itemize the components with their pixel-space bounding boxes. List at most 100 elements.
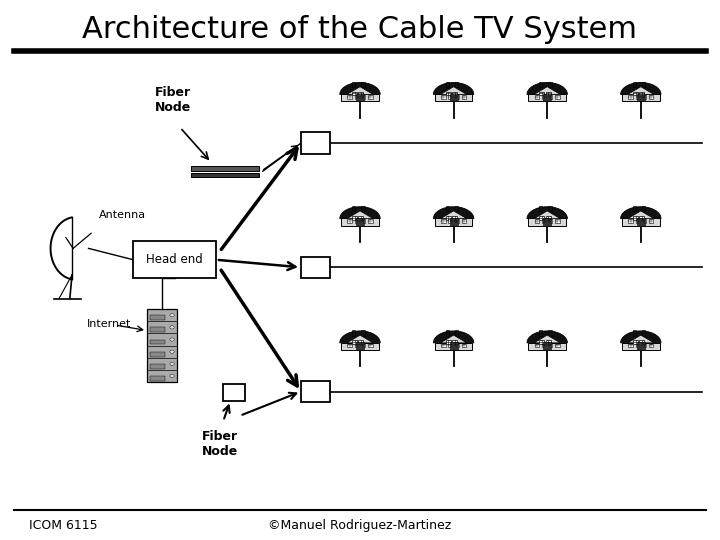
FancyBboxPatch shape xyxy=(639,340,644,344)
Text: Architecture of the Cable TV System: Architecture of the Cable TV System xyxy=(83,15,637,44)
FancyBboxPatch shape xyxy=(452,216,457,220)
FancyBboxPatch shape xyxy=(649,219,654,223)
FancyBboxPatch shape xyxy=(449,343,453,347)
FancyBboxPatch shape xyxy=(539,340,544,344)
Polygon shape xyxy=(628,211,654,219)
FancyBboxPatch shape xyxy=(622,218,660,226)
Polygon shape xyxy=(433,83,474,94)
FancyBboxPatch shape xyxy=(449,219,453,223)
FancyBboxPatch shape xyxy=(542,343,546,347)
FancyBboxPatch shape xyxy=(347,95,352,99)
FancyBboxPatch shape xyxy=(636,343,640,347)
FancyBboxPatch shape xyxy=(555,343,560,347)
FancyBboxPatch shape xyxy=(542,95,546,99)
FancyBboxPatch shape xyxy=(446,206,449,212)
FancyBboxPatch shape xyxy=(435,218,472,226)
FancyBboxPatch shape xyxy=(455,330,458,336)
FancyBboxPatch shape xyxy=(528,218,566,226)
FancyBboxPatch shape xyxy=(449,94,458,102)
FancyBboxPatch shape xyxy=(633,340,638,344)
Circle shape xyxy=(170,362,174,366)
FancyBboxPatch shape xyxy=(642,343,646,347)
FancyBboxPatch shape xyxy=(352,340,357,344)
FancyBboxPatch shape xyxy=(544,342,552,350)
FancyBboxPatch shape xyxy=(455,206,458,212)
FancyBboxPatch shape xyxy=(549,330,552,336)
Text: Antenna: Antenna xyxy=(99,210,145,220)
FancyBboxPatch shape xyxy=(633,92,638,96)
FancyBboxPatch shape xyxy=(462,219,467,223)
Circle shape xyxy=(170,326,174,329)
FancyBboxPatch shape xyxy=(462,95,467,99)
Text: ICOM 6115: ICOM 6115 xyxy=(29,519,97,532)
FancyBboxPatch shape xyxy=(361,82,364,87)
FancyBboxPatch shape xyxy=(355,219,359,223)
Polygon shape xyxy=(441,335,467,343)
FancyBboxPatch shape xyxy=(454,95,459,99)
FancyBboxPatch shape xyxy=(347,343,352,347)
FancyBboxPatch shape xyxy=(636,219,640,223)
FancyBboxPatch shape xyxy=(361,219,365,223)
FancyBboxPatch shape xyxy=(355,343,359,347)
FancyBboxPatch shape xyxy=(622,94,660,102)
FancyBboxPatch shape xyxy=(544,94,552,102)
FancyBboxPatch shape xyxy=(435,94,472,102)
FancyBboxPatch shape xyxy=(452,340,457,344)
FancyBboxPatch shape xyxy=(446,82,449,87)
FancyBboxPatch shape xyxy=(462,343,467,347)
FancyBboxPatch shape xyxy=(642,206,645,212)
FancyBboxPatch shape xyxy=(548,343,552,347)
FancyBboxPatch shape xyxy=(446,340,451,344)
Polygon shape xyxy=(621,207,661,219)
FancyBboxPatch shape xyxy=(356,94,364,102)
Polygon shape xyxy=(621,331,661,343)
FancyBboxPatch shape xyxy=(352,216,357,220)
Polygon shape xyxy=(347,335,373,343)
FancyBboxPatch shape xyxy=(539,330,542,336)
Circle shape xyxy=(170,374,174,377)
FancyBboxPatch shape xyxy=(633,330,636,336)
FancyBboxPatch shape xyxy=(636,95,640,99)
FancyBboxPatch shape xyxy=(361,95,365,99)
Text: Fiber
Node: Fiber Node xyxy=(155,86,191,114)
FancyBboxPatch shape xyxy=(539,216,544,220)
FancyBboxPatch shape xyxy=(642,330,645,336)
FancyBboxPatch shape xyxy=(359,216,364,220)
FancyBboxPatch shape xyxy=(546,340,551,344)
Polygon shape xyxy=(621,83,661,94)
Polygon shape xyxy=(340,207,380,219)
FancyBboxPatch shape xyxy=(534,343,539,347)
FancyBboxPatch shape xyxy=(446,216,451,220)
Polygon shape xyxy=(347,211,373,219)
Polygon shape xyxy=(433,331,474,343)
FancyBboxPatch shape xyxy=(150,315,165,320)
Polygon shape xyxy=(347,87,373,94)
FancyBboxPatch shape xyxy=(546,216,551,220)
FancyBboxPatch shape xyxy=(150,364,165,369)
Polygon shape xyxy=(441,211,467,219)
FancyBboxPatch shape xyxy=(150,327,165,332)
FancyBboxPatch shape xyxy=(341,94,379,102)
FancyBboxPatch shape xyxy=(628,95,633,99)
FancyBboxPatch shape xyxy=(528,342,566,350)
FancyBboxPatch shape xyxy=(361,330,364,336)
FancyBboxPatch shape xyxy=(637,94,645,102)
FancyBboxPatch shape xyxy=(639,216,644,220)
FancyBboxPatch shape xyxy=(628,343,633,347)
FancyBboxPatch shape xyxy=(549,206,552,212)
FancyBboxPatch shape xyxy=(534,219,539,223)
FancyBboxPatch shape xyxy=(191,173,259,177)
FancyBboxPatch shape xyxy=(546,92,551,96)
FancyBboxPatch shape xyxy=(649,95,654,99)
FancyBboxPatch shape xyxy=(534,95,539,99)
FancyBboxPatch shape xyxy=(446,330,449,336)
FancyBboxPatch shape xyxy=(637,342,645,350)
FancyBboxPatch shape xyxy=(368,95,373,99)
FancyBboxPatch shape xyxy=(555,95,560,99)
FancyBboxPatch shape xyxy=(361,343,365,347)
FancyBboxPatch shape xyxy=(555,219,560,223)
FancyBboxPatch shape xyxy=(649,343,654,347)
Circle shape xyxy=(170,350,174,353)
FancyBboxPatch shape xyxy=(301,256,330,278)
FancyBboxPatch shape xyxy=(454,219,459,223)
